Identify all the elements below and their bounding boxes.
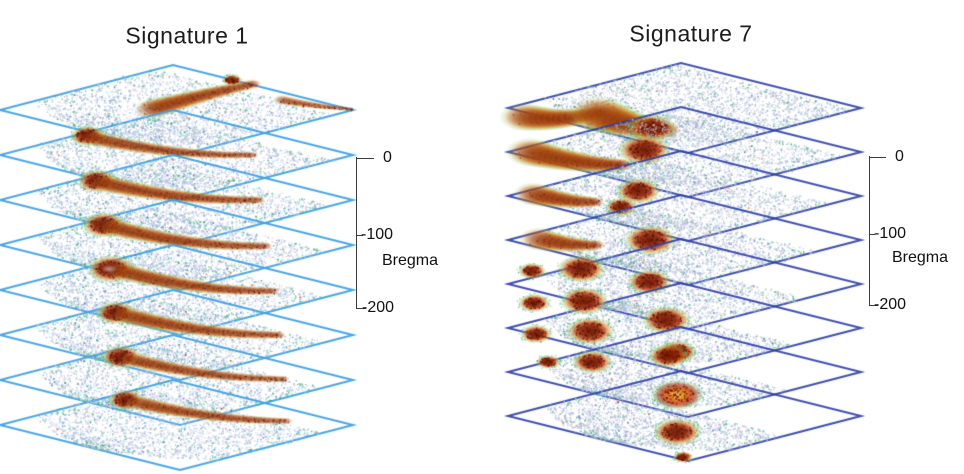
bregma-axis-tick	[356, 235, 363, 237]
bregma-tick-label: 0	[383, 149, 392, 166]
bregma-axis-tick	[356, 308, 366, 310]
bregma-axis-tick	[869, 305, 878, 307]
bregma-axis-unit-label: Bregma	[382, 252, 439, 269]
panel-title-signature-7: Signature 7	[629, 20, 753, 47]
bregma-tick-label: -200	[874, 296, 907, 313]
bregma-axis-line	[356, 157, 358, 308]
bregma-tick-label: 0	[895, 148, 904, 165]
bregma-axis-tick	[869, 234, 875, 236]
bregma-axis-unit-label: Bregma	[892, 249, 949, 266]
panel-title-signature-1: Signature 1	[125, 22, 249, 49]
bregma-axis-tick	[869, 157, 886, 159]
bregma-axis-tick	[356, 158, 374, 160]
bregma-tick-label: -100	[361, 226, 394, 243]
bregma-tick-label: -100	[874, 225, 907, 242]
bregma-axis-line	[869, 156, 871, 305]
bregma-tick-label: -200	[362, 299, 395, 316]
